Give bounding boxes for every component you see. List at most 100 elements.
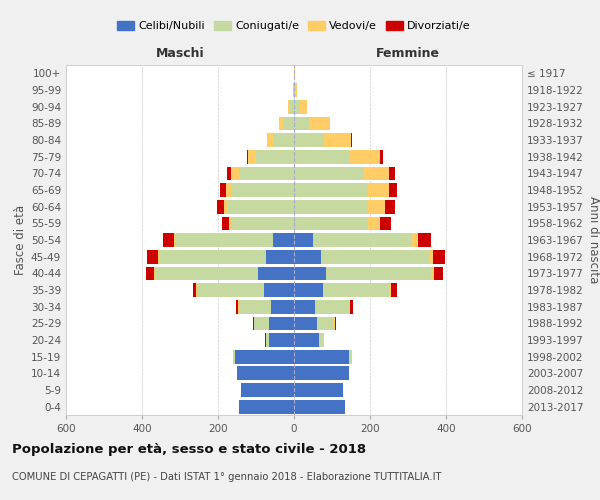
Bar xyxy=(256,150,294,164)
Bar xyxy=(391,283,397,297)
Bar xyxy=(294,133,325,147)
Bar xyxy=(434,266,443,280)
Bar xyxy=(294,350,349,364)
Bar xyxy=(227,166,232,180)
Bar xyxy=(227,200,294,213)
Bar xyxy=(368,216,380,230)
Bar xyxy=(196,283,197,297)
Bar xyxy=(232,166,239,180)
Legend: Celibi/Nubili, Coniugati/e, Vedovi/e, Divorziati/e: Celibi/Nubili, Coniugati/e, Vedovi/e, Di… xyxy=(113,16,475,36)
Bar xyxy=(320,250,429,264)
Bar xyxy=(155,266,258,280)
Bar xyxy=(269,316,294,330)
Text: Popolazione per età, sesso e stato civile - 2018: Popolazione per età, sesso e stato civil… xyxy=(12,442,366,456)
Bar xyxy=(148,250,158,264)
Bar xyxy=(269,333,294,347)
Bar xyxy=(271,300,294,314)
Bar xyxy=(349,150,380,164)
Bar xyxy=(233,350,235,364)
Bar xyxy=(239,166,294,180)
Bar xyxy=(197,283,263,297)
Bar xyxy=(294,400,346,413)
Bar xyxy=(313,233,412,247)
Bar xyxy=(158,250,159,264)
Bar xyxy=(335,316,336,330)
Bar xyxy=(265,250,294,264)
Bar xyxy=(265,333,269,347)
Y-axis label: Fasce di età: Fasce di età xyxy=(14,205,27,275)
Bar xyxy=(294,200,368,213)
Bar xyxy=(317,316,334,330)
Bar xyxy=(239,300,271,314)
Bar xyxy=(254,316,269,330)
Bar xyxy=(389,166,395,180)
Bar xyxy=(146,266,154,280)
Bar xyxy=(217,200,224,213)
Bar xyxy=(266,133,268,147)
Text: Maschi: Maschi xyxy=(155,47,205,60)
Bar xyxy=(247,150,248,164)
Bar xyxy=(351,133,352,147)
Y-axis label: Anni di nascita: Anni di nascita xyxy=(587,196,600,284)
Bar xyxy=(154,266,155,280)
Bar xyxy=(176,233,273,247)
Bar xyxy=(232,183,294,197)
Bar xyxy=(433,250,445,264)
Bar xyxy=(315,300,349,314)
Bar xyxy=(429,250,433,264)
Bar xyxy=(294,83,295,97)
Bar xyxy=(334,316,335,330)
Bar xyxy=(253,316,254,330)
Bar xyxy=(193,283,196,297)
Bar xyxy=(236,300,238,314)
Bar xyxy=(220,183,226,197)
Bar xyxy=(294,183,368,197)
Bar xyxy=(222,216,229,230)
Bar xyxy=(159,250,265,264)
Bar xyxy=(349,300,350,314)
Bar xyxy=(368,200,385,213)
Bar xyxy=(294,166,364,180)
Bar xyxy=(294,250,320,264)
Bar xyxy=(294,266,326,280)
Bar xyxy=(273,133,294,147)
Bar xyxy=(295,83,297,97)
Bar xyxy=(350,300,353,314)
Text: COMUNE DI CEPAGATTI (PE) - Dati ISTAT 1° gennaio 2018 - Elaborazione TUTTITALIA.: COMUNE DI CEPAGATTI (PE) - Dati ISTAT 1°… xyxy=(12,472,442,482)
Bar xyxy=(294,233,313,247)
Bar xyxy=(237,366,294,380)
Bar xyxy=(174,233,176,247)
Bar xyxy=(294,283,323,297)
Bar xyxy=(294,100,300,114)
Bar xyxy=(364,166,389,180)
Bar xyxy=(258,266,294,280)
Bar xyxy=(325,133,351,147)
Bar xyxy=(412,233,418,247)
Bar xyxy=(241,383,294,397)
Bar xyxy=(300,100,307,114)
Bar xyxy=(368,183,389,197)
Bar xyxy=(294,150,349,164)
Bar xyxy=(293,83,294,97)
Bar xyxy=(268,133,273,147)
Bar xyxy=(294,316,317,330)
Bar xyxy=(294,66,295,80)
Bar xyxy=(229,216,232,230)
Bar xyxy=(273,233,294,247)
Bar xyxy=(239,400,294,413)
Bar xyxy=(238,300,239,314)
Bar xyxy=(385,200,395,213)
Bar xyxy=(279,116,283,130)
Bar xyxy=(326,266,431,280)
Bar xyxy=(389,183,397,197)
Bar xyxy=(232,216,294,230)
Bar xyxy=(248,150,256,164)
Bar xyxy=(294,116,309,130)
Bar xyxy=(294,216,368,230)
Bar xyxy=(235,350,294,364)
Bar xyxy=(389,283,391,297)
Bar xyxy=(290,100,294,114)
Bar xyxy=(289,100,290,114)
Bar xyxy=(309,116,330,130)
Bar xyxy=(263,283,294,297)
